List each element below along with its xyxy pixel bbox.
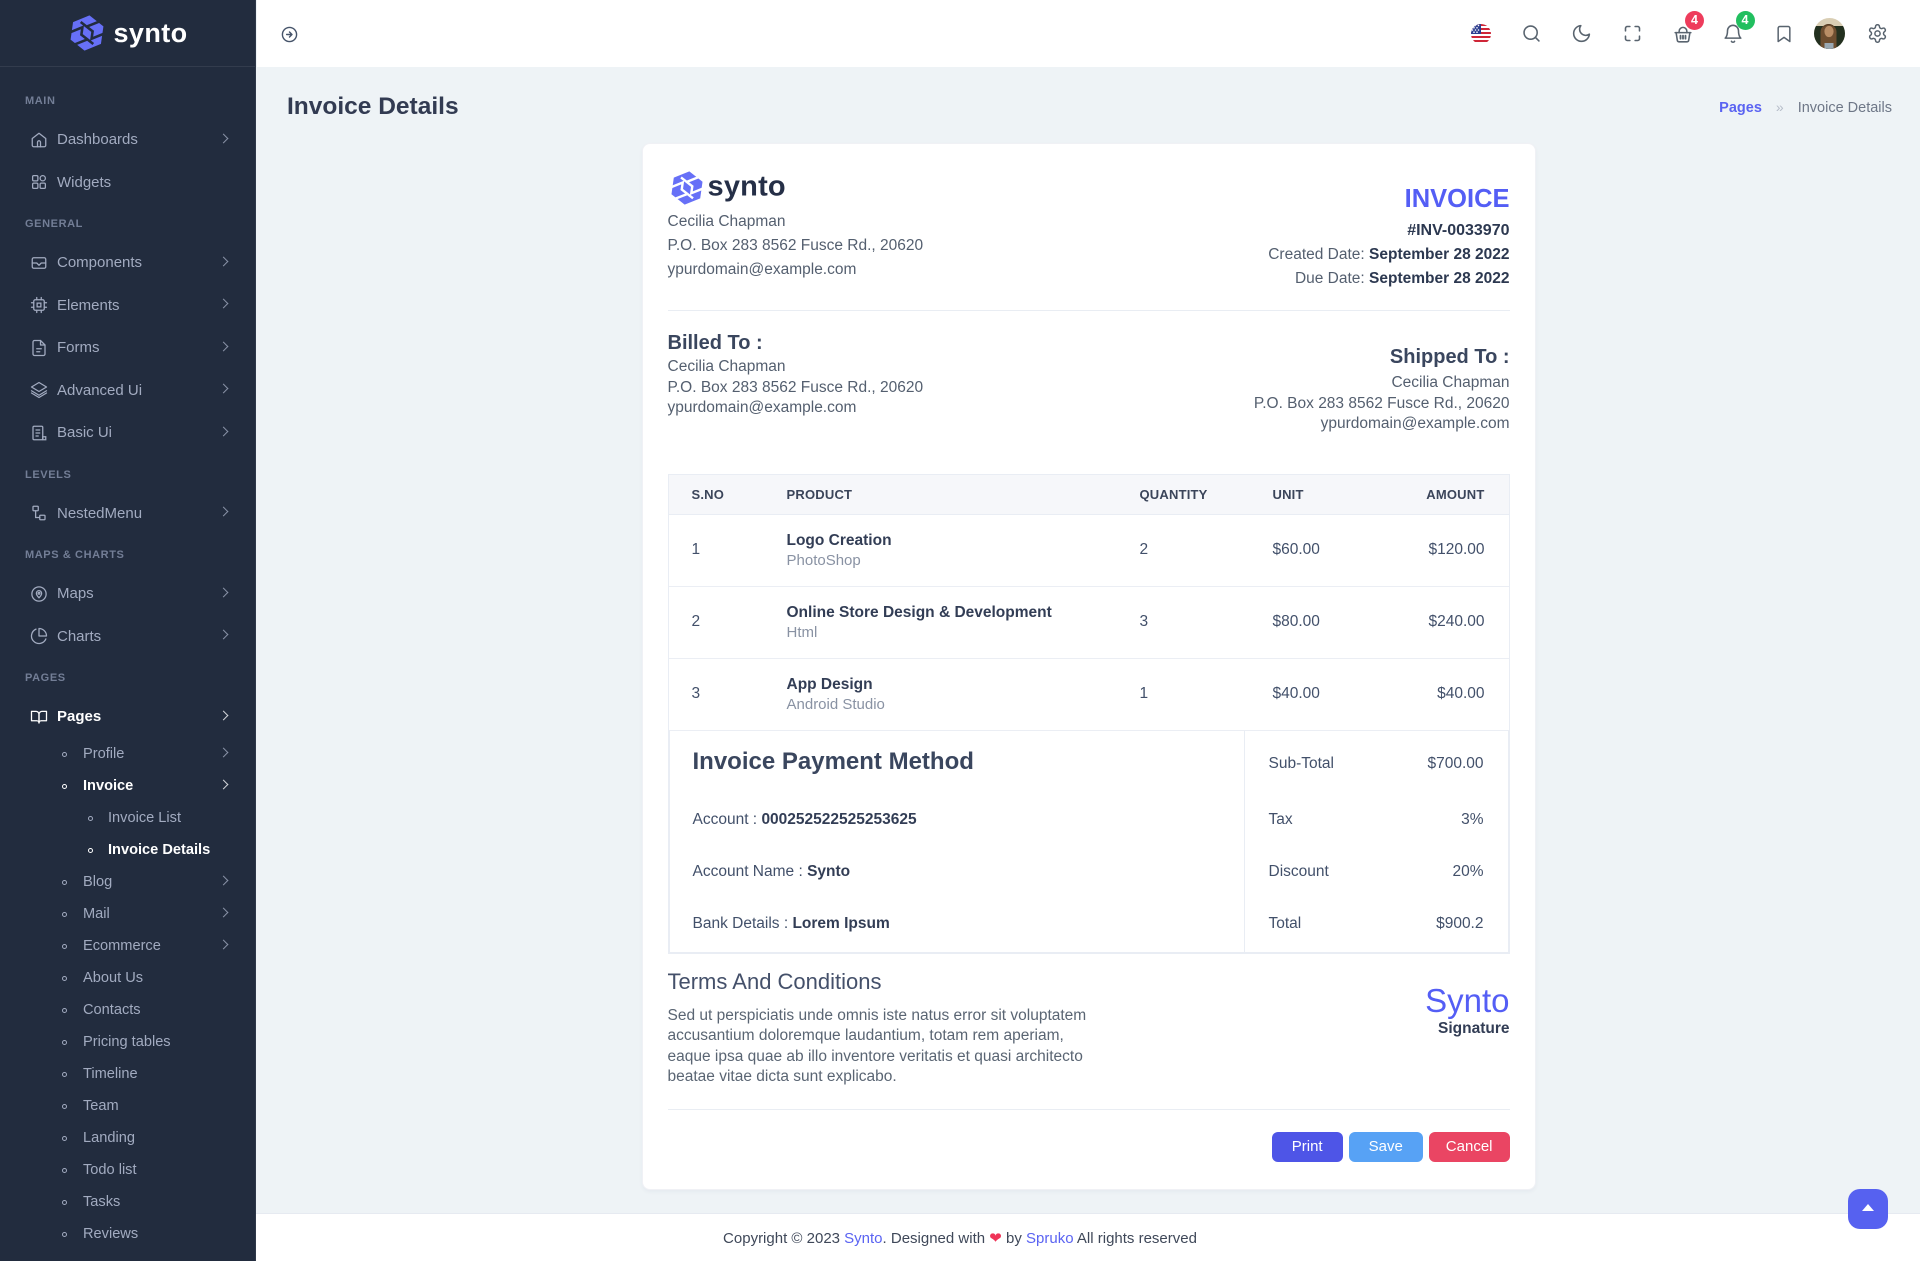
svg-text:synto: synto [707, 171, 785, 203]
